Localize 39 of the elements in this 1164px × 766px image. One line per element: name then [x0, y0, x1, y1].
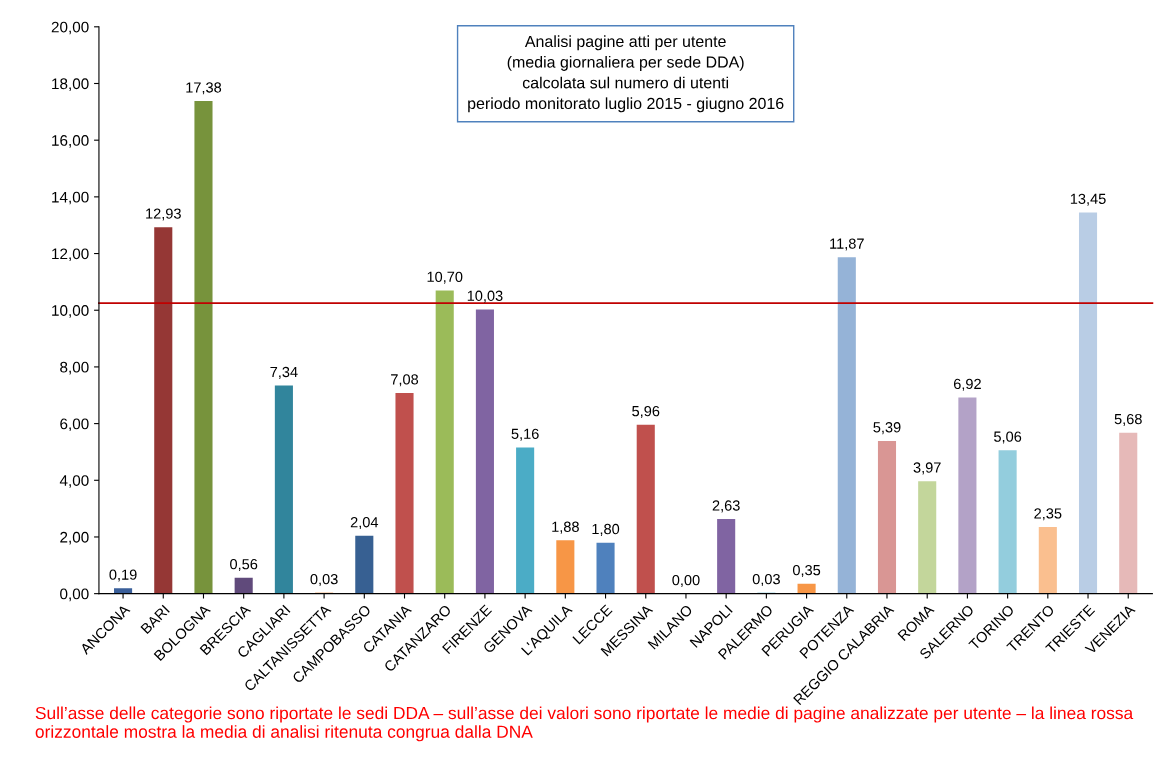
y-tick-label: 2,00: [60, 531, 89, 545]
data-label: 0,00: [672, 574, 700, 587]
data-label: 5,16: [511, 428, 539, 441]
data-label: 10,70: [427, 271, 463, 284]
y-tick-label: 20,00: [51, 21, 89, 35]
data-label: 5,68: [1114, 413, 1142, 426]
y-tick-label: 8,00: [60, 361, 89, 375]
data-label: 0,19: [109, 569, 137, 582]
data-label: 0,56: [230, 559, 258, 572]
data-label: 2,35: [1034, 508, 1062, 521]
data-label: 0,03: [310, 574, 338, 587]
y-tick-label: 10,00: [52, 305, 89, 318]
data-label: 2,63: [712, 500, 740, 513]
data-label: 7,34: [270, 366, 298, 379]
text: Sull’asse delle categorie sono riportate le sedi DDA – sull’asse dei valori sono riportate le medie di pagine analizzate per utente – la linea rossa orizzontale mostra la media di analisi ritenuta congrua dalla DNA: [35, 706, 1134, 742]
data-label: 17,38: [186, 82, 222, 95]
y-tick-label: 14,00: [52, 191, 89, 205]
data-label: 3,97: [913, 462, 941, 475]
data-label: 11,87: [830, 238, 864, 251]
data-label: 6,92: [953, 378, 981, 391]
y-tick-label: 0,00: [60, 588, 89, 602]
data-label: 1,88: [552, 521, 579, 534]
data-label: 5,06: [994, 431, 1022, 444]
data-label: 0,35: [792, 564, 821, 578]
data-label: 10,03: [467, 290, 503, 303]
data-label: 5,39: [873, 422, 901, 435]
data-label: 5,96: [632, 405, 660, 419]
data-label: 1,80: [592, 523, 620, 536]
y-tick-label: 16,00: [52, 135, 89, 148]
data-label: 7,08: [391, 374, 419, 387]
y-tick-label: 12,00: [52, 248, 89, 262]
data-label: 0,03: [752, 574, 780, 587]
data-label: 13,45: [1070, 193, 1106, 206]
text: Analisi pagine atti per utente (media giornaliera per sede DDA) calcolata sul numero di utenti periodo monitorato luglio 2015 - giugno 2016: [468, 35, 784, 113]
data-label: 2,04: [350, 517, 379, 530]
y-tick-label: 6,00: [60, 418, 89, 432]
data-label: 12,93: [146, 208, 181, 221]
y-tick-label: 18,00: [52, 78, 89, 91]
y-tick-label: 4,00: [59, 475, 89, 488]
